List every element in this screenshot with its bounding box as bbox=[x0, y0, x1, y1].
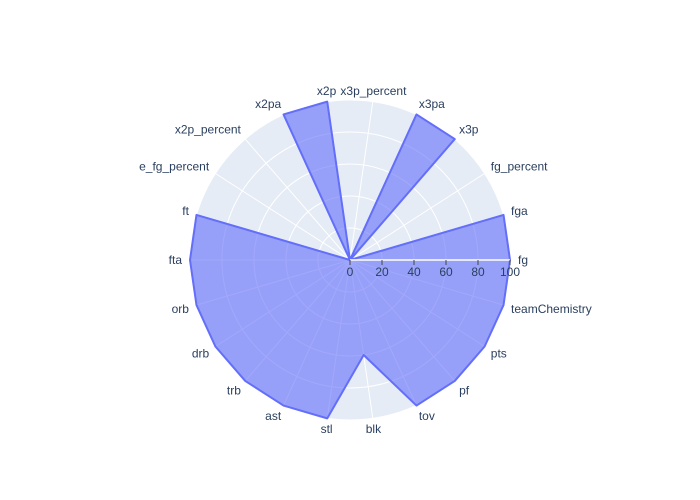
angular-label-pts: pts bbox=[491, 347, 507, 361]
angular-label-x2p: x2p bbox=[317, 84, 337, 98]
angular-label-pf: pf bbox=[459, 383, 470, 397]
radial-axis: 0 20 40 60 80 100 bbox=[347, 259, 520, 279]
angular-label-trb: trb bbox=[227, 383, 241, 397]
angular-label-orb: orb bbox=[172, 302, 190, 316]
angular-gridline-5 bbox=[349, 101, 374, 261]
angular-label-tov: tov bbox=[419, 409, 435, 423]
angular-gridline-8 bbox=[244, 138, 351, 261]
angular-label-fga: fga bbox=[511, 204, 528, 218]
angular-label-fg: fg bbox=[518, 253, 528, 267]
angular-label-e_fg_percent: e_fg_percent bbox=[139, 159, 210, 173]
angular-label-x2pa: x2pa bbox=[255, 97, 281, 111]
angular-label-stl: stl bbox=[321, 422, 333, 436]
angular-label-teamChemistry: teamChemistry bbox=[511, 302, 592, 316]
angular-label-x3p: x3p bbox=[459, 123, 479, 137]
angular-label-ft: ft bbox=[182, 204, 189, 218]
radial-tick-label-2: 40 bbox=[407, 265, 421, 279]
angular-gridline-2 bbox=[349, 173, 485, 261]
angular-label-x2p_percent: x2p_percent bbox=[175, 123, 242, 137]
angular-label-fta: fta bbox=[169, 253, 183, 267]
angular-label-blk: blk bbox=[366, 422, 382, 436]
angular-label-x3p_percent: x3p_percent bbox=[340, 84, 407, 98]
angular-label-x3pa: x3pa bbox=[419, 97, 445, 111]
radial-tick-label-1: 20 bbox=[375, 265, 389, 279]
data-outline bbox=[189, 100, 511, 420]
angular-gridline-9 bbox=[215, 173, 351, 261]
angular-label-drb: drb bbox=[192, 347, 210, 361]
radial-tick-label-3: 60 bbox=[439, 265, 453, 279]
radial-tick-label-0: 0 bbox=[347, 265, 354, 279]
angular-label-fg_percent: fg_percent bbox=[491, 159, 548, 173]
radial-tick-label-5: 100 bbox=[500, 265, 520, 279]
angular-label-ast: ast bbox=[265, 409, 282, 423]
radial-tick-label-4: 80 bbox=[471, 265, 485, 279]
